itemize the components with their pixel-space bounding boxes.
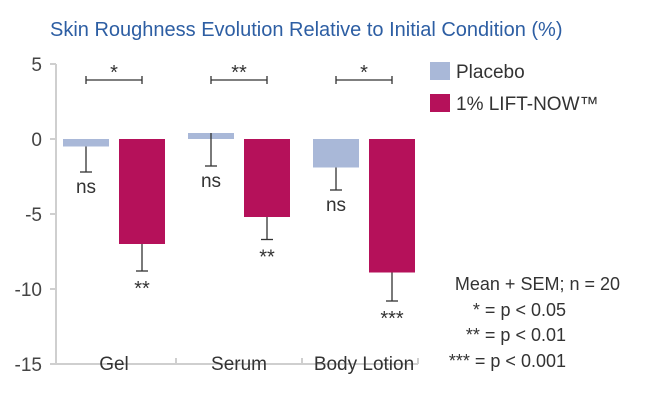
y-tick-label: 0 (31, 130, 42, 151)
bar (244, 139, 290, 217)
note-text: ** = p < 0.01 (466, 325, 566, 345)
y-tick-label: 5 (31, 55, 42, 76)
significance-label: ** (259, 247, 275, 269)
significance-label: *** (380, 308, 404, 330)
category-label: Gel (99, 354, 129, 375)
y-tick-label: -5 (25, 205, 42, 226)
legend-label: Placebo (456, 62, 525, 83)
note-text: * = p < 0.05 (473, 300, 566, 320)
significance-label: ns (76, 177, 96, 198)
bar (119, 139, 165, 244)
note-text: Mean + SEM; n = 20 (455, 274, 620, 294)
significance-label: ** (134, 278, 150, 300)
axes: 5 0 -5 -10 -15 Gel Serum Body Lotion (15, 55, 419, 376)
comparison-label: ** (231, 62, 247, 84)
significance-label: ns (326, 195, 346, 216)
comparison-label: * (360, 62, 368, 84)
category-label: Body Lotion (314, 354, 414, 375)
bar (63, 139, 109, 147)
category-label: Serum (211, 354, 267, 375)
bars (63, 133, 415, 302)
y-tick-label: -15 (15, 355, 42, 376)
bar (369, 139, 415, 273)
significance-label: ns (201, 171, 221, 192)
legend-swatch (430, 62, 450, 80)
legend-label: 1% LIFT-NOW™ (456, 94, 599, 115)
y-tick-label: -10 (15, 280, 42, 301)
legend-swatch (430, 94, 450, 112)
notes: Mean + SEM; n = 20 * = p < 0.05 ** = p < 0… (449, 274, 620, 371)
legend: Placebo 1% LIFT-NOW™ (430, 62, 599, 115)
chart-title: Skin Roughness Evolution Relative to Ini… (50, 19, 563, 41)
bar (313, 139, 359, 168)
comparison-label: * (110, 62, 118, 84)
note-text: *** = p < 0.001 (449, 351, 566, 371)
